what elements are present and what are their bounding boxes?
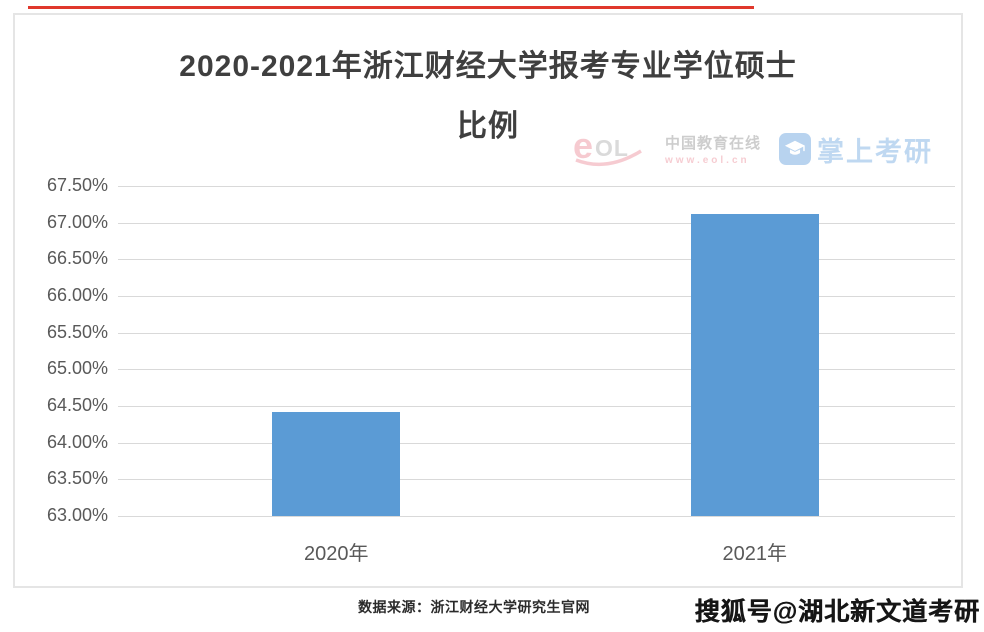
gridline — [118, 259, 955, 261]
y-axis-tick-label: 67.50% — [46, 175, 108, 195]
gridline — [118, 296, 955, 297]
eol-logo: e OL — [572, 125, 655, 171]
eol-site-name: 中国教育在线 — [664, 135, 761, 152]
eol-swoosh-graphic — [575, 149, 642, 167]
gridline — [118, 406, 955, 407]
eol-text-block: 中国教育在线 www.eol.cn — [665, 132, 761, 166]
bar-2021年 — [690, 213, 819, 516]
y-axis-tick-label: 63.00% — [46, 505, 108, 525]
top-accent-line — [28, 6, 754, 9]
zhangshang-kaoyan-logo: 掌上考研 — [779, 130, 933, 169]
graduation-cap-icon — [779, 133, 811, 165]
y-axis-tick-label: 67.00% — [46, 211, 108, 232]
gridline — [118, 442, 955, 444]
brand-watermark: e OL 中国教育在线 www.eol.cn 掌上考研 — [572, 125, 933, 171]
gridline — [118, 186, 955, 187]
eol-letters-ol: OL — [594, 135, 629, 161]
gridline — [118, 222, 955, 224]
eol-letter-e: e — [572, 125, 594, 166]
data-source: 数据来源：浙江财经大学研究生官网 — [358, 597, 590, 617]
app-name-label: 掌上考研 — [817, 136, 933, 167]
chart-card: 2020-2021年浙江财经大学报考专业学位硕士 比例 e OL 中国教育在线 … — [13, 13, 963, 588]
y-axis-tick-label: 65.00% — [46, 358, 108, 379]
bar-2020年 — [272, 411, 401, 516]
data-source-value: 浙江财经大学研究生官网 — [430, 599, 590, 615]
x-axis-category-label: 2020年 — [304, 543, 369, 565]
chart-title-line2: 比例 — [457, 110, 519, 143]
y-axis-tick-label: 64.00% — [46, 431, 108, 452]
x-axis-category-label: 2021年 — [722, 543, 788, 565]
y-axis-tick-label: 64.50% — [46, 395, 108, 415]
data-source-label: 数据来源： — [358, 599, 431, 615]
y-axis-tick-label: 66.00% — [46, 285, 108, 305]
chart-title-line1: 2020-2021年浙江财经大学报考专业学位硕士 — [179, 50, 797, 83]
gridline — [118, 516, 955, 517]
y-axis-tick-label: 63.50% — [46, 468, 108, 489]
chart-title: 2020-2021年浙江财经大学报考专业学位硕士 比例 — [15, 15, 961, 157]
y-axis-tick-label: 65.50% — [46, 321, 108, 342]
gridline — [118, 479, 955, 481]
gridline — [118, 369, 955, 371]
gridline — [118, 332, 955, 334]
eol-site-url: www.eol.cn — [664, 155, 750, 166]
sohu-watermark: 搜狐号@湖北新文道考研 — [694, 598, 980, 626]
bar-chart-plot: 67.50% 67.00% 66.50% 66.00% 65.50% 65.00% 64.5… — [47, 175, 955, 565]
y-axis-tick-label: 66.50% — [46, 248, 108, 269]
